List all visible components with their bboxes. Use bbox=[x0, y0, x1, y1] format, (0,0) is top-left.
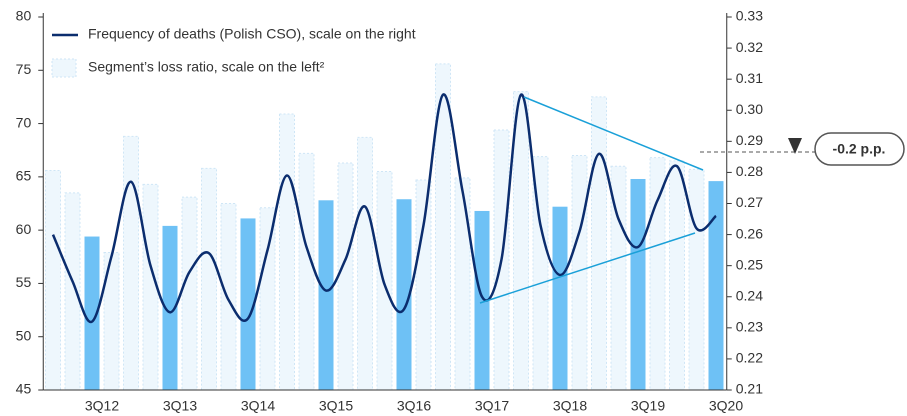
y2-tick-label: 0.30 bbox=[736, 101, 763, 117]
y-tick-label: 45 bbox=[16, 381, 32, 397]
x-tick-label: 3Q19 bbox=[631, 398, 665, 414]
bar bbox=[591, 96, 607, 391]
bar bbox=[454, 177, 471, 391]
y2-tick-label: 0.24 bbox=[736, 287, 763, 303]
legend-label: Frequency of deaths (Polish CSO), scale … bbox=[88, 26, 416, 42]
x-tick-label: 3Q20 bbox=[709, 398, 743, 414]
y2-tick-label: 0.25 bbox=[736, 256, 763, 272]
y2-tick-label: 0.31 bbox=[736, 70, 763, 86]
legend-swatch bbox=[51, 58, 77, 78]
line bbox=[51, 93, 717, 323]
bar bbox=[201, 167, 217, 391]
x-tick-label: 3Q13 bbox=[163, 398, 197, 414]
legend-label: Segment’s loss ratio, scale on the left² bbox=[88, 59, 325, 75]
bar bbox=[181, 196, 198, 391]
annotation-box bbox=[814, 132, 905, 166]
y2-tick-label: 0.27 bbox=[736, 194, 763, 210]
bar bbox=[45, 169, 61, 391]
y2-tick-label: 0.21 bbox=[736, 381, 763, 397]
bar bbox=[240, 218, 256, 390]
y2-tick-label: 0.32 bbox=[736, 39, 763, 55]
bar bbox=[162, 225, 178, 390]
y-tick-label: 75 bbox=[16, 61, 32, 77]
bar bbox=[396, 199, 412, 390]
bar bbox=[513, 91, 529, 391]
bar bbox=[669, 160, 685, 391]
bar bbox=[103, 252, 120, 391]
y-tick-label: 55 bbox=[16, 274, 32, 290]
x-tick-label: 3Q14 bbox=[241, 398, 275, 414]
bar bbox=[474, 210, 490, 390]
upper-trend-line bbox=[523, 96, 704, 171]
bar bbox=[688, 168, 705, 391]
bar bbox=[708, 181, 724, 390]
y-tick-label: 65 bbox=[16, 168, 32, 184]
y2-tick-label: 0.33 bbox=[736, 8, 763, 24]
bar bbox=[123, 135, 139, 391]
x-tick-label: 3Q17 bbox=[475, 398, 509, 414]
bar bbox=[630, 178, 646, 390]
trend-annotations: -0.2 p.p. bbox=[479, 96, 905, 304]
annotation-text: -0.2 p.p. bbox=[833, 141, 886, 157]
x-tick-label: 3Q12 bbox=[85, 398, 119, 414]
bar bbox=[415, 179, 432, 391]
bar bbox=[649, 157, 666, 391]
y-tick-label: 60 bbox=[16, 221, 32, 237]
down-arrow bbox=[788, 138, 802, 154]
y2-tick-label: 0.22 bbox=[736, 350, 763, 366]
bar bbox=[552, 206, 568, 390]
x-tick-label: 3Q18 bbox=[553, 398, 587, 414]
y-tick-label: 70 bbox=[16, 114, 32, 130]
y2-tick-label: 0.26 bbox=[736, 225, 763, 241]
bar bbox=[259, 207, 276, 391]
bar bbox=[279, 113, 295, 391]
bar bbox=[532, 156, 549, 391]
y-tick-label: 50 bbox=[16, 327, 32, 343]
bar bbox=[318, 200, 334, 390]
bar bbox=[84, 236, 100, 390]
bar bbox=[64, 192, 81, 391]
x-tick-label: 3Q16 bbox=[397, 398, 431, 414]
x-tick-label: 3Q15 bbox=[319, 398, 353, 414]
lower-trend-line bbox=[479, 232, 696, 304]
y-tick-label: 80 bbox=[16, 8, 32, 24]
bar bbox=[337, 162, 354, 391]
y2-tick-label: 0.29 bbox=[736, 132, 763, 148]
y2-tick-label: 0.28 bbox=[736, 163, 763, 179]
y2-tick-label: 0.23 bbox=[736, 319, 763, 335]
bar bbox=[357, 136, 373, 391]
bar bbox=[610, 165, 627, 391]
bar bbox=[298, 152, 315, 391]
bar bbox=[220, 203, 237, 391]
